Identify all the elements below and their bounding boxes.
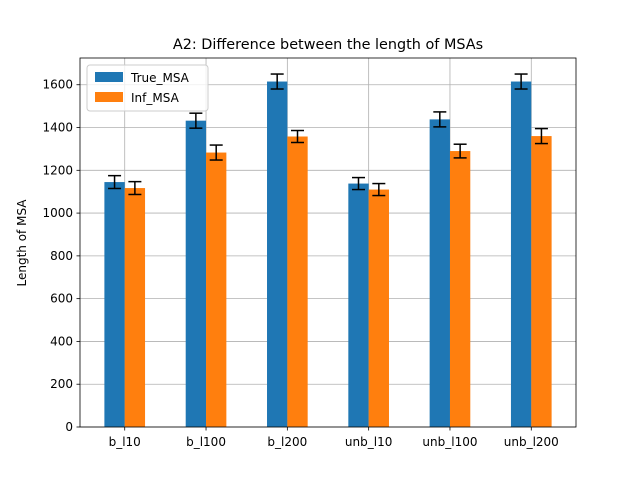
bar-inf_msa-b_l100 [206, 152, 227, 427]
y-tick-label: 1000 [42, 206, 73, 220]
legend-label-inf_msa: Inf_MSA [131, 91, 180, 105]
y-tick-label: 800 [50, 249, 73, 263]
legend-swatch-inf_msa [95, 92, 123, 102]
y-tick-label: 200 [50, 377, 73, 391]
y-tick-label: 1200 [42, 163, 73, 177]
bar-true_msa-b_l200 [267, 81, 288, 428]
bar-inf_msa-unb_l100 [449, 151, 471, 427]
y-tick-label: 1600 [42, 78, 73, 92]
legend-label-true_msa: True_MSA [130, 71, 190, 85]
x-tick-label: unb_l10 [345, 435, 392, 449]
x-tick-label: unb_l200 [504, 435, 559, 449]
bars [104, 81, 552, 428]
legend-swatch-true_msa [95, 72, 123, 82]
bar-true_msa-b_l100 [185, 120, 207, 428]
plot-frame [79, 57, 577, 428]
y-axis-label: Length of MSA [15, 199, 29, 287]
y-tick-label: 0 [65, 420, 73, 434]
x-tick-label: b_l10 [109, 435, 141, 449]
axes: 0 200 400 600 800 1000 1200 1400 1600 b_l10 b_l100… [42, 57, 577, 449]
legend: True_MSA Inf_MSA [86, 64, 209, 112]
y-tick-label: 400 [50, 334, 73, 348]
bar-inf_msa-unb_l200 [531, 136, 552, 428]
bar-true_msa-unb_l10 [348, 183, 369, 427]
y-tick-label: 1400 [42, 121, 73, 135]
x-tick-label: b_l100 [186, 435, 226, 449]
y-tick-label: 600 [50, 292, 73, 306]
bar-inf_msa-b_l10 [124, 188, 146, 427]
error-bars [108, 73, 548, 197]
x-tick-label: unb_l100 [422, 435, 477, 449]
chart-title: A2: Difference between the length of MSA… [173, 37, 483, 53]
bar-inf_msa-b_l200 [287, 136, 308, 427]
x-tick-label: b_l200 [267, 435, 307, 449]
grid-lines [80, 58, 576, 428]
bar-true_msa-unb_l100 [429, 119, 450, 428]
bar-true_msa-b_l10 [104, 182, 125, 427]
bar-true_msa-unb_l200 [510, 81, 532, 428]
bar-inf_msa-unb_l10 [368, 189, 389, 427]
